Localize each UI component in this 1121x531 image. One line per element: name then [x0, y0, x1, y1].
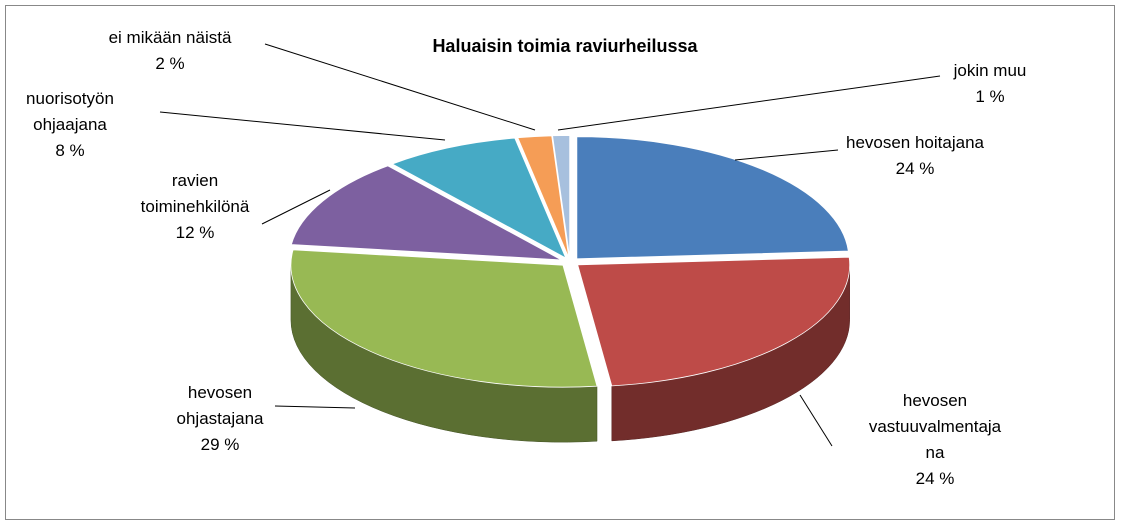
leader-line	[264, 43, 536, 131]
value-label: 1 %	[975, 87, 1005, 106]
leader-line	[274, 405, 356, 409]
value-label: 8 %	[55, 141, 85, 160]
chart-title: Haluaisin toimia raviurheilussa	[432, 36, 698, 56]
value-label: 24 %	[895, 159, 935, 178]
data-label: hevosen hoitajana 24 %	[830, 130, 1000, 182]
pie-slice	[290, 165, 562, 261]
leader-line	[734, 149, 839, 161]
data-label: jokin muu 1 %	[930, 58, 1050, 110]
pie-slice	[552, 135, 571, 258]
value-label: 2 %	[155, 54, 185, 73]
value-label: 24 %	[915, 469, 955, 488]
pie-slice	[391, 137, 567, 259]
pie-tops	[290, 135, 851, 388]
data-label: ei mikään näistä 2 %	[70, 25, 270, 77]
category-label: jokin muu	[953, 61, 1027, 80]
category-label: ei mikään näistä	[108, 28, 232, 47]
pie-slice	[290, 249, 598, 388]
data-label: ravien toiminehkilönä 12 %	[120, 168, 270, 246]
leader-line	[159, 111, 446, 141]
pie-slice	[517, 135, 570, 258]
data-label: hevosen vastuuvalmentajana 24 %	[865, 388, 1005, 492]
value-label: 12 %	[175, 223, 215, 242]
leader-line	[261, 189, 331, 225]
pie-slice	[576, 136, 849, 260]
category-label: hevosen hoitajana	[845, 133, 984, 152]
pie-slice	[577, 256, 851, 387]
data-label: hevosen ohjastajana 29 %	[160, 380, 280, 458]
leader-line	[557, 75, 941, 131]
data-label: nuorisotyön ohjaajana 8 %	[10, 86, 130, 164]
value-label: 29 %	[200, 435, 240, 454]
leader-line	[799, 394, 833, 447]
category-label: ravien toiminehkilönä	[140, 171, 250, 216]
category-label: hevosen ohjastajana	[176, 383, 264, 428]
category-label: hevosen vastuuvalmentajana	[868, 391, 1002, 462]
category-label: nuorisotyön ohjaajana	[26, 89, 114, 134]
